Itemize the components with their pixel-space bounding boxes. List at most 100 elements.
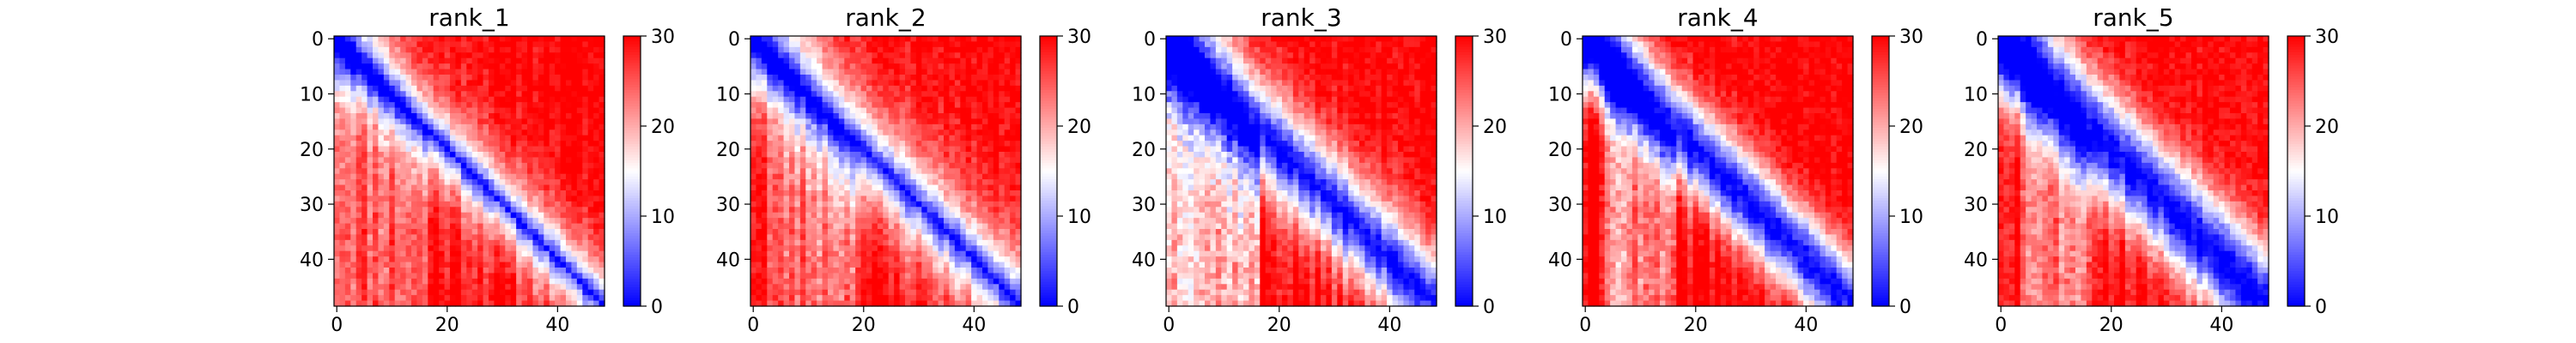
heatmap-cell [444,52,451,59]
heatmap-cell [993,223,999,230]
heatmap-cell [999,52,1005,59]
heatmap-cell [761,184,768,191]
heatmap-cell [428,184,434,191]
heatmap-cell [938,41,945,48]
heatmap-cell [822,113,829,120]
heatmap-cell [833,218,840,225]
heatmap-cell [373,262,380,268]
heatmap-cell [587,123,594,130]
heatmap-cell [828,229,835,236]
heatmap-cell [828,179,835,186]
heatmap-cell [411,96,418,103]
colorbar-swatch [623,68,641,72]
heatmap-cell [549,118,556,125]
heatmap-cell [938,256,945,263]
heatmap-cell [987,212,994,219]
heatmap-cell [471,107,478,114]
heatmap-cell [460,239,467,246]
heatmap-cell [799,102,806,109]
heatmap-cell [761,212,768,219]
heatmap-cell [1004,268,1011,274]
heatmap-cell [767,80,774,87]
heatmap-cell [938,300,945,307]
heatmap-cell [982,190,989,197]
heatmap-cell [544,295,550,302]
heatmap-cell [334,107,341,114]
heatmap-cell [794,300,801,307]
heatmap-cell [933,278,939,285]
heatmap-cell [938,46,945,53]
heatmap-cell [910,152,917,159]
heatmap-cell [444,196,451,202]
heatmap-cell [761,173,768,180]
heatmap-cell [855,91,862,98]
heatmap-cell [416,157,423,164]
heatmap-cell [560,46,567,53]
heatmap-cell [805,107,812,114]
heatmap-cell [455,69,462,75]
heatmap-cell [455,212,462,219]
heatmap-cell [905,75,912,81]
heatmap-cell [339,118,346,125]
heatmap-cell [993,57,999,64]
heatmap-cell [394,300,401,307]
heatmap-cell [778,102,785,109]
heatmap-cell [527,168,534,175]
heatmap-cell [838,157,845,164]
heatmap-cell [510,168,517,175]
colorbar-swatch [623,192,641,196]
heatmap-cell [593,135,600,141]
heatmap-cell [344,152,351,159]
heatmap-cell [460,201,467,208]
heatmap-cell [778,146,785,153]
heatmap-cell [433,245,440,252]
heatmap-cell [593,218,600,225]
heatmap-cell [471,123,478,130]
heatmap-cell [466,36,473,43]
heatmap-cell [361,63,368,70]
heatmap-cell [993,52,999,59]
heatmap-cell [394,229,401,236]
heatmap-cell [761,300,768,307]
heatmap-cell [593,107,600,114]
heatmap-cell [355,256,362,263]
heatmap-cell [860,107,867,114]
heatmap-cell [888,201,895,208]
heatmap-cell [772,234,779,241]
heatmap-cell [888,52,895,59]
heatmap-cell [794,295,801,302]
colorbar-swatch [623,173,641,178]
heatmap-cell [587,102,594,109]
heatmap-cell [344,295,351,302]
heatmap-cell [855,129,862,136]
heatmap-cell [355,168,362,175]
heatmap-cell [872,173,878,180]
heatmap-cell [866,157,873,164]
heatmap-cell [576,96,583,103]
heatmap-cell [527,173,534,180]
heatmap-cell [799,268,806,274]
heatmap-cell [334,168,341,175]
heatmap-cell [999,85,1005,92]
heatmap-cell [471,179,478,186]
heatmap-cell [483,63,489,70]
heatmap-cell [477,201,484,208]
heatmap-cell [521,256,528,263]
heatmap-cell [855,118,862,125]
heatmap-cell [483,234,489,241]
heatmap-cell [811,262,817,268]
heatmap-cell [527,273,534,280]
heatmap-cell [811,295,817,302]
heatmap-cell [910,245,917,252]
heatmap-cell [566,96,573,103]
heatmap-cell [838,63,845,70]
heatmap-cell [799,179,806,186]
heatmap-cell [866,63,873,70]
heatmap-cell [489,162,495,169]
heatmap-cell [582,268,589,274]
heatmap-cell [350,118,357,125]
heatmap-cell [367,262,374,268]
heatmap-cell [987,273,994,280]
heatmap-cell [805,212,812,219]
